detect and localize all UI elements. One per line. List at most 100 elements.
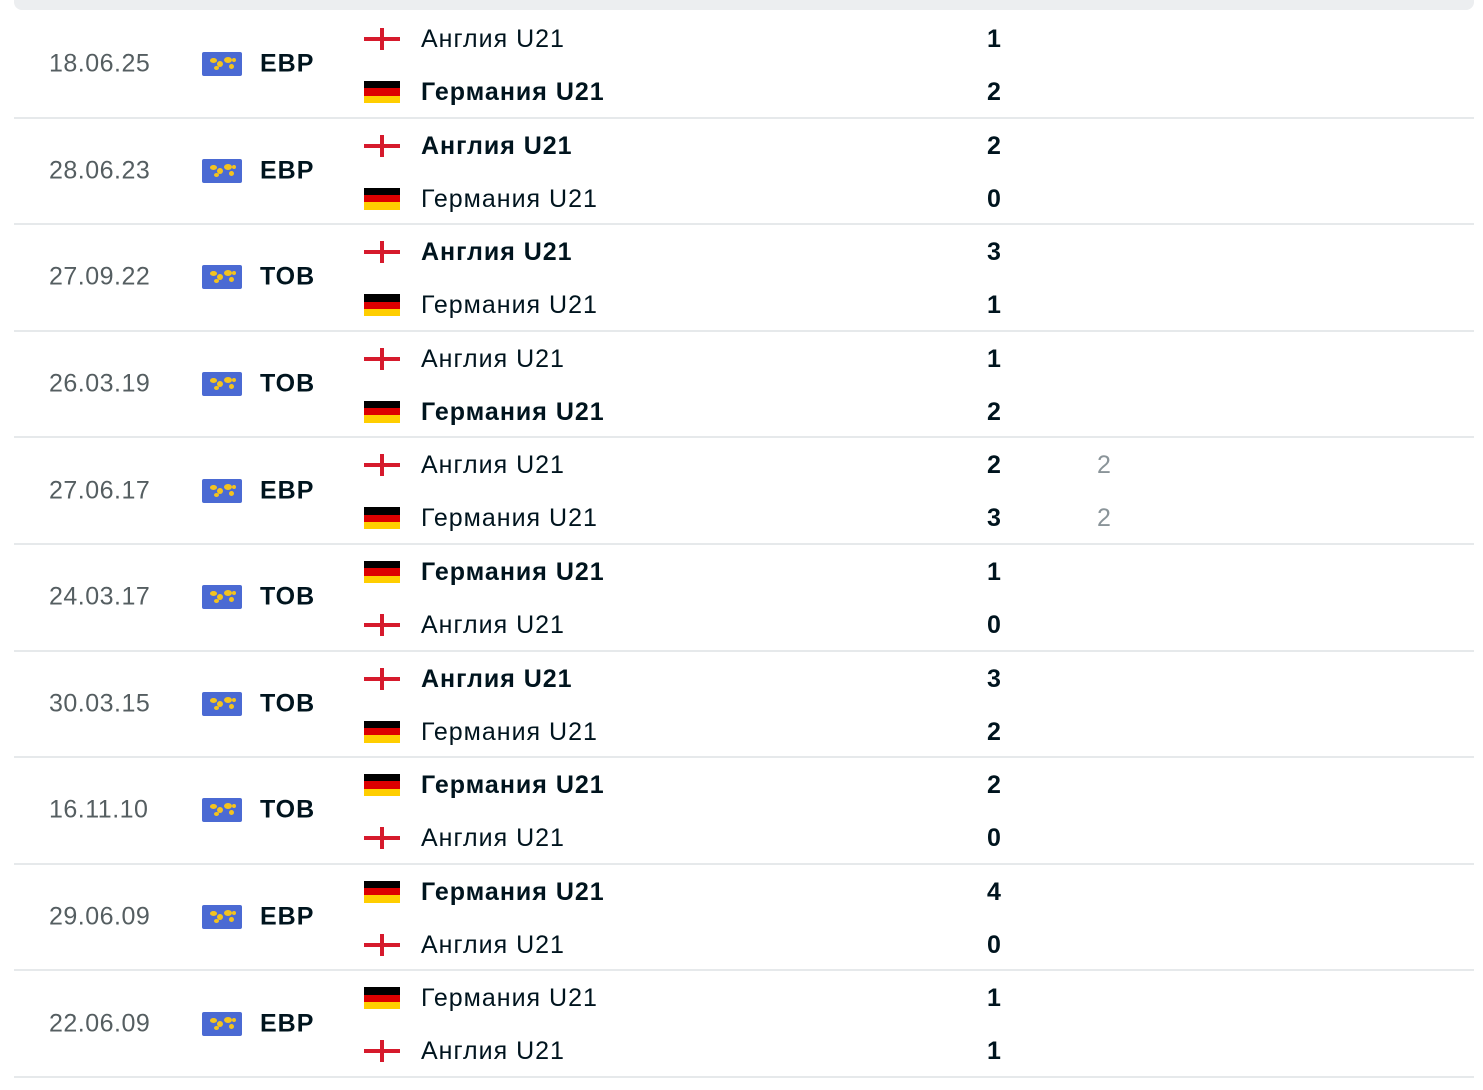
team-line: Германия U21 1 [364,983,1064,1013]
team-score: 1 [987,344,1001,373]
team-score: 4 [987,877,1001,906]
team-line: Германия U21 2 [364,397,1064,427]
team-score: 2 [987,771,1001,800]
team-name: Англия U21 [421,25,565,53]
world-map-icon [202,52,242,77]
team-score: 0 [987,610,1001,639]
team-name: Англия U21 [421,664,573,693]
competition-label: ТОВ [260,369,316,398]
team-score: 1 [987,1037,1001,1066]
germany-flag-icon [364,400,400,423]
match-date: 28.06.23 [49,156,151,185]
germany-flag-icon [364,294,400,317]
match-date: 24.03.17 [49,582,151,611]
england-flag-icon [364,241,400,264]
team-line: Англия U21 0 [364,823,1064,853]
germany-flag-icon [364,987,400,1010]
england-flag-icon [364,1040,400,1063]
match-row[interactable]: 22.06.09 ЕВР Германия U21 1 Англия U21 1 [14,971,1474,1078]
team-name: Англия U21 [421,1037,565,1066]
germany-flag-icon [364,187,400,210]
germany-flag-icon [364,507,400,530]
team-score: 3 [987,504,1001,533]
england-flag-icon [364,347,400,370]
team-name: Англия U21 [421,238,573,267]
team-score: 2 [987,131,1001,160]
team-name: Англия U21 [421,131,573,160]
england-flag-icon [364,454,400,477]
team-line: Германия U21 2 [364,77,1064,107]
team-line: Англия U21 2 [364,131,1064,161]
match-date: 22.06.09 [49,1009,151,1038]
competition-label: ТОВ [260,262,316,291]
match-list: 18.06.25 ЕВР Англия U21 1 Германия U21 2 28.06… [14,12,1474,1078]
competition-label: ЕВР [260,1009,315,1038]
team-score: 2 [987,78,1001,106]
team-score: 0 [987,824,1001,853]
world-map-icon [202,691,242,716]
match-date: 18.06.25 [49,49,151,78]
match-row[interactable]: 18.06.25 ЕВР Англия U21 1 Германия U21 2 [14,12,1474,119]
team-name: Германия U21 [421,504,598,533]
match-date: 26.03.19 [49,369,151,398]
team-score: 2 [987,397,1001,426]
competition-label: ТОВ [260,582,316,611]
match-date: 30.03.15 [49,689,151,718]
team-score: 1 [987,25,1001,53]
world-map-icon [202,585,242,610]
germany-flag-icon [364,774,400,797]
team-line: Германия U21 2 [364,717,1064,747]
england-flag-icon [364,827,400,850]
germany-flag-icon [364,560,400,583]
team-name: Германия U21 [421,717,598,746]
match-row[interactable]: 27.09.22 ТОВ Англия U21 3 Германия U21 1 [14,225,1474,332]
team-line: Англия U21 2 2 [364,450,1111,480]
competition-label: ЕВР [260,902,315,931]
world-map-icon [202,798,242,823]
team-line: Англия U21 1 [364,344,1064,374]
team-score: 0 [987,930,1001,959]
team-name: Германия U21 [421,291,598,320]
world-map-icon [202,905,242,930]
competition-label: ЕВР [260,476,315,505]
team-line: Англия U21 1 [364,1036,1064,1066]
team-name: Германия U21 [421,771,605,800]
team-line: Англия U21 1 [364,24,1064,54]
match-row[interactable]: 30.03.15 ТОВ Англия U21 3 Германия U21 2 [14,652,1474,759]
match-row[interactable]: 28.06.23 ЕВР Англия U21 2 Германия U21 0 [14,119,1474,226]
top-bar [14,0,1474,10]
team-score: 3 [987,238,1001,267]
match-date: 29.06.09 [49,902,151,931]
team-line: Англия U21 3 [364,237,1064,267]
team-line: Германия U21 1 [364,290,1064,320]
match-row[interactable]: 29.06.09 ЕВР Германия U21 4 Англия U21 0 [14,865,1474,972]
team-name: Англия U21 [421,451,565,480]
team-line: Германия U21 0 [364,184,1064,214]
match-row[interactable]: 16.11.10 ТОВ Германия U21 2 Англия U21 0 [14,758,1474,865]
team-score: 2 [987,717,1001,746]
team-line: Германия U21 4 [364,877,1064,907]
penalty-score: 2 [1097,451,1111,480]
team-score: 2 [987,451,1001,480]
team-name: Германия U21 [421,557,605,586]
team-name: Англия U21 [421,610,565,639]
team-score: 0 [987,184,1001,213]
team-score: 1 [987,291,1001,320]
match-row[interactable]: 24.03.17 ТОВ Германия U21 1 Англия U21 0 [14,545,1474,652]
team-name: Германия U21 [421,984,598,1013]
team-line: Англия U21 0 [364,930,1064,960]
germany-flag-icon [364,880,400,903]
team-line: Германия U21 1 [364,557,1064,587]
team-name: Германия U21 [421,78,605,106]
england-flag-icon [364,667,400,690]
germany-flag-icon [364,81,400,103]
match-row[interactable]: 27.06.17 ЕВР Англия U21 2 2 Германия U21 3 2 [14,438,1474,545]
world-map-icon [202,158,242,183]
england-flag-icon [364,933,400,956]
team-score: 3 [987,664,1001,693]
match-row[interactable]: 26.03.19 ТОВ Англия U21 1 Германия U21 2 [14,332,1474,439]
team-name: Англия U21 [421,930,565,959]
team-score: 1 [987,984,1001,1013]
team-line: Англия U21 3 [364,664,1064,694]
team-name: Германия U21 [421,184,598,213]
